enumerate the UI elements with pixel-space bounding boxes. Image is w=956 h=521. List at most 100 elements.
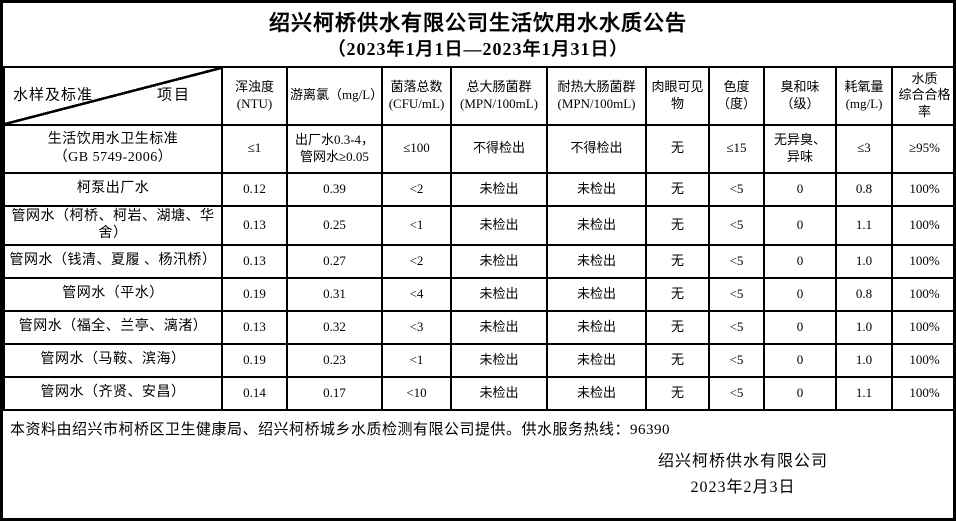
table-body: 生活饮用水卫生标准 （GB 5749-2006） ≤1 出厂水0.3-4， 管网水≥…	[3, 123, 953, 411]
page-title: 绍兴柯桥供水有限公司生活饮用水水质公告	[269, 11, 687, 35]
value-cell: 0.32	[286, 309, 383, 345]
value-cell: 100%	[891, 276, 953, 312]
value-cell: 未检出	[450, 375, 548, 411]
value-cell: 100%	[891, 171, 953, 207]
value-cell: 0	[763, 309, 837, 345]
value-cell: <10	[381, 375, 452, 411]
value-cell: <5	[708, 309, 765, 345]
value-cell: ≤1	[221, 123, 288, 174]
column-header: 色度 （度）	[708, 65, 765, 126]
value-cell: 100%	[891, 375, 953, 411]
water-quality-table: 项目 水样及标准 浑浊度 (NTU) 游离氯（mg/L） 菌落总数 (CFU/mL)…	[3, 65, 953, 411]
value-cell: 未检出	[546, 204, 647, 246]
value-cell: 0.8	[835, 171, 893, 207]
value-cell: 0.12	[221, 171, 288, 207]
value-cell: 1.0	[835, 342, 893, 378]
title-block: 绍兴柯桥供水有限公司生活饮用水水质公告 （2023年1月1日—2023年1月31…	[3, 3, 953, 62]
value-cell: 1.1	[835, 204, 893, 246]
column-header: 耗氧量 (mg/L)	[835, 65, 893, 126]
value-cell: <1	[381, 342, 452, 378]
value-cell: <2	[381, 171, 452, 207]
value-cell: 未检出	[450, 342, 548, 378]
value-cell: 0.17	[286, 375, 383, 411]
value-cell: 不得检出	[450, 123, 548, 174]
table-row: 柯泵出厂水 0.12 0.39 <2 未检出 未检出无 <5 0 0.8 100%	[3, 171, 953, 207]
issue-date: 2023年2月3日	[690, 478, 796, 496]
row-label: 管网水（柯桥、柯岩、湖塘、华舍）	[3, 204, 223, 246]
value-cell: 无	[645, 276, 710, 312]
standard-row: 生活饮用水卫生标准 （GB 5749-2006） ≤1 出厂水0.3-4， 管网水≥…	[3, 123, 953, 174]
value-cell: 无	[645, 309, 710, 345]
value-cell: 未检出	[546, 243, 647, 279]
value-cell: 0	[763, 171, 837, 207]
value-cell: 未检出	[546, 342, 647, 378]
value-cell: <5	[708, 171, 765, 207]
value-cell: 无	[645, 342, 710, 378]
value-cell: 未检出	[450, 309, 548, 345]
value-cell: ≤3	[835, 123, 893, 174]
table-row: 管网水（柯桥、柯岩、湖塘、华舍） 0.13 0.25 <1 未检出 未检出无 <5 0 1.1 1…	[3, 204, 953, 246]
value-cell: 无	[645, 171, 710, 207]
value-cell: <5	[708, 375, 765, 411]
page-subtitle: （2023年1月1日—2023年1月31日）	[327, 39, 629, 60]
column-header: 耐热大肠菌群 (MPN/100mL)	[546, 65, 647, 126]
value-cell: <4	[381, 276, 452, 312]
value-cell: 无	[645, 375, 710, 411]
column-header: 菌落总数 (CFU/mL)	[381, 65, 452, 126]
column-header: 游离氯（mg/L）	[286, 65, 383, 126]
column-header: 浑浊度 (NTU)	[221, 65, 288, 126]
corner-label-project: 项目	[156, 87, 191, 104]
value-cell: 无	[645, 243, 710, 279]
value-cell: 0.31	[286, 276, 383, 312]
row-label: 管网水（福全、兰亭、漓渚）	[3, 309, 223, 345]
value-cell: 未检出	[450, 171, 548, 207]
value-cell: 不得检出	[546, 123, 647, 174]
row-label: 管网水（齐贤、安昌）	[3, 375, 223, 411]
row-label: 生活饮用水卫生标准 （GB 5749-2006）	[3, 123, 223, 174]
column-header: 肉眼可见物	[645, 65, 710, 126]
value-cell: 未检出	[546, 375, 647, 411]
value-cell: 0.19	[221, 342, 288, 378]
table-row: 管网水（齐贤、安昌） 0.14 0.17 <10 未检出 未检出无 <5 0 1.1 100%	[3, 375, 953, 411]
value-cell: <2	[381, 243, 452, 279]
value-cell: <5	[708, 342, 765, 378]
value-cell: 未检出	[450, 276, 548, 312]
value-cell: 0.13	[221, 243, 288, 279]
header-row: 项目 水样及标准 浑浊度 (NTU) 游离氯（mg/L） 菌落总数 (CFU/mL)…	[3, 65, 953, 126]
value-cell: 100%	[891, 204, 953, 246]
corner-label-sample: 水样及标准	[13, 87, 94, 104]
value-cell: <5	[708, 204, 765, 246]
value-cell: 0.14	[221, 375, 288, 411]
value-cell: ≤100	[381, 123, 452, 174]
value-cell: ≥95%	[891, 123, 953, 174]
value-cell: 0.13	[221, 204, 288, 246]
value-cell: 0.27	[286, 243, 383, 279]
value-cell: 未检出	[546, 276, 647, 312]
value-cell: ≤15	[708, 123, 765, 174]
value-cell: 未检出	[450, 204, 548, 246]
row-label: 柯泵出厂水	[3, 171, 223, 207]
table-row: 管网水（平水） 0.19 0.31 <4 未检出 未检出无 <5 0 0.8 100%	[3, 276, 953, 312]
value-cell: 0.8	[835, 276, 893, 312]
value-cell: 出厂水0.3-4， 管网水≥0.05	[286, 123, 383, 174]
value-cell: 0.39	[286, 171, 383, 207]
company-name: 绍兴柯桥供水有限公司	[657, 452, 828, 470]
footer-note: 本资料由绍兴市柯桥区卫生健康局、绍兴柯桥城乡水质检测有限公司提供。供水服务热线：…	[10, 421, 671, 438]
value-cell: 0	[763, 276, 837, 312]
footer: 本资料由绍兴市柯桥区卫生健康局、绍兴柯桥城乡水质检测有限公司提供。供水服务热线：…	[3, 411, 953, 518]
value-cell: 0.23	[286, 342, 383, 378]
value-cell: <1	[381, 204, 452, 246]
row-label: 管网水（平水）	[3, 276, 223, 312]
value-cell: 100%	[891, 243, 953, 279]
column-header: 臭和味 （级）	[763, 65, 837, 126]
value-cell: 1.1	[835, 375, 893, 411]
value-cell: 1.0	[835, 243, 893, 279]
value-cell: <5	[708, 276, 765, 312]
value-cell: 100%	[891, 342, 953, 378]
corner-header-cell: 项目 水样及标准	[3, 65, 223, 126]
signature-block: 绍兴柯桥供水有限公司 2023年2月3日	[658, 449, 828, 502]
table-row: 管网水（马鞍、滨海） 0.19 0.23 <1 未检出 未检出无 <5 0 1.0 100%	[3, 342, 953, 378]
value-cell: 未检出	[546, 309, 647, 345]
value-cell: <3	[381, 309, 452, 345]
